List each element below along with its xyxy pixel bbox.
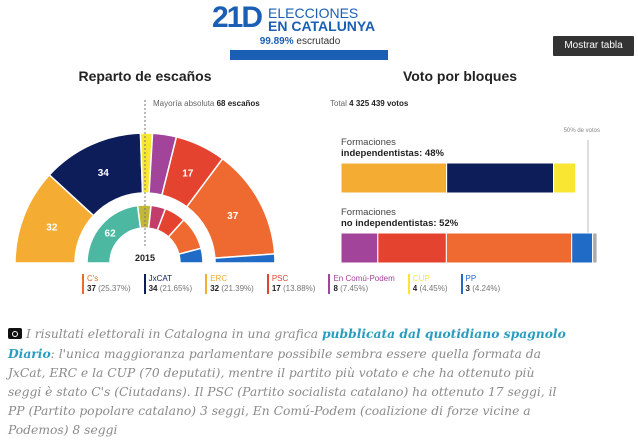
caption-intro: I risultati elettorali in Catalogna in u… [26, 327, 322, 341]
logo: 21D [212, 1, 263, 34]
caption: I risultati elettorali in Catalogna in u… [8, 324, 568, 440]
majority-value: 68 escaños [216, 99, 260, 108]
seats-title: Reparto de escaños [78, 68, 212, 84]
legend-values: 8 (7.45%) [333, 284, 394, 294]
block-label-line2: independentistas: 48% [341, 148, 444, 159]
legend-values: 32 (21.39%) [210, 284, 254, 294]
legend-seats: 8 [333, 284, 338, 293]
legend-party: PP [465, 274, 477, 283]
legend-values: 17 (13.88%) [272, 284, 316, 294]
total-value: 4 325 439 votos [349, 99, 409, 108]
legend-item: CUP 4 (4.45%) [407, 274, 448, 294]
caption-rest: : l'unica maggioranza parlamentare possi… [8, 347, 557, 437]
legend-pct: (4.45%) [419, 284, 448, 293]
legend-party: C's [87, 274, 99, 283]
seat-label: 17 [182, 169, 194, 180]
legend-item: PSC 17 (13.88%) [266, 274, 316, 294]
legend-seats: 32 [210, 284, 220, 293]
show-table-button[interactable]: Mostrar tabla [553, 36, 634, 56]
majority-text: Mayoría absoluta [153, 99, 215, 108]
bar-segment-En Comú-Podem [340, 232, 379, 264]
legend-seats: 17 [271, 284, 281, 293]
legend-pct: (13.88%) [282, 284, 316, 293]
seat-label: 34 [98, 168, 110, 179]
legend-item: PP 3 (4.24%) [460, 274, 501, 294]
legend-pct: (4.24%) [472, 284, 501, 293]
legend-item: JxCAT 34 (21.65%) [143, 274, 193, 294]
blocks-chart: 50% de votosFormacionesindependentistas:… [340, 128, 600, 264]
scrutinized-status: 99.89% escrutado [240, 36, 360, 47]
progress-fill [230, 50, 388, 60]
seat-segment-PP [214, 253, 276, 264]
hemicycle-chart: 32 34 17 37 62 2015 [14, 100, 276, 264]
legend-item: ERC 32 (21.39%) [205, 274, 254, 294]
legend: C's 37 (25.37%) JxCAT 34 (21.65%) ERC 32 (21.… [82, 274, 504, 294]
legend-party: ERC [210, 274, 228, 283]
legend-values: 3 (4.24%) [466, 284, 501, 294]
legend-values: 4 (4.45%) [413, 284, 448, 294]
legend-seats: 37 [87, 284, 96, 293]
legend-seats: 34 [148, 284, 158, 293]
legend-pct: (7.45%) [340, 284, 369, 293]
seat-label: 62 [105, 228, 117, 239]
bar-segment-Otros [592, 232, 598, 264]
legend-seats: 4 [412, 284, 418, 293]
fifty-percent-label: 50% de votos [564, 128, 600, 134]
source-link[interactable]: pubblicata dal quotidiano spagnolo Diari… [8, 326, 566, 361]
blocks-title: Voto por bloques [402, 68, 518, 84]
legend-seats: 3 [465, 284, 470, 293]
legend-values: 37 (25.37%) [87, 284, 131, 294]
logo-line1: ELECCIONES [268, 5, 359, 21]
total-label: Total [330, 99, 347, 108]
bar-segment-CUP [553, 162, 577, 194]
legend-pct: (25.37%) [98, 284, 131, 293]
block-label-line2: no independentistas: 52% [341, 218, 459, 229]
legend-party: CUP [412, 274, 430, 283]
progress-bar [230, 50, 388, 60]
legend-item: En Comú-Podem 8 (7.45%) [328, 274, 395, 294]
logo-line2: EN CATALUNYA [268, 18, 376, 34]
bar-segment-JxCAT [446, 162, 555, 194]
legend-party: PSC [271, 274, 289, 283]
seat-segment-PP [177, 247, 204, 264]
total-votes: Total 4 325 439 votos [330, 99, 408, 108]
seat-label: 32 [46, 223, 58, 234]
scrutinized-label: escrutado [296, 36, 341, 47]
bar-segment-PSC [377, 232, 447, 264]
block-label-line1: Formaciones [341, 137, 396, 148]
bar-segment-C's [445, 232, 573, 264]
seat-label: 37 [227, 211, 239, 222]
legend-item: C's 37 (25.37%) [82, 274, 131, 294]
bar-segment-PP [571, 232, 594, 264]
legend-party: En Comú-Podem [333, 274, 395, 283]
legend-values: 34 (21.65%) [149, 284, 193, 294]
block-label-line1: Formaciones [341, 207, 396, 218]
year-label: 2015 [135, 253, 155, 263]
majority-label: Mayoría absoluta 68 escaños [153, 99, 260, 108]
bar-segment-ERC [340, 162, 448, 194]
legend-pct: (21.65%) [159, 284, 193, 293]
legend-pct: (21.39%) [221, 284, 254, 293]
scrutinized-pct: 99.89% [259, 36, 294, 47]
camera-icon [8, 328, 22, 339]
legend-party: JxCAT [148, 274, 173, 283]
